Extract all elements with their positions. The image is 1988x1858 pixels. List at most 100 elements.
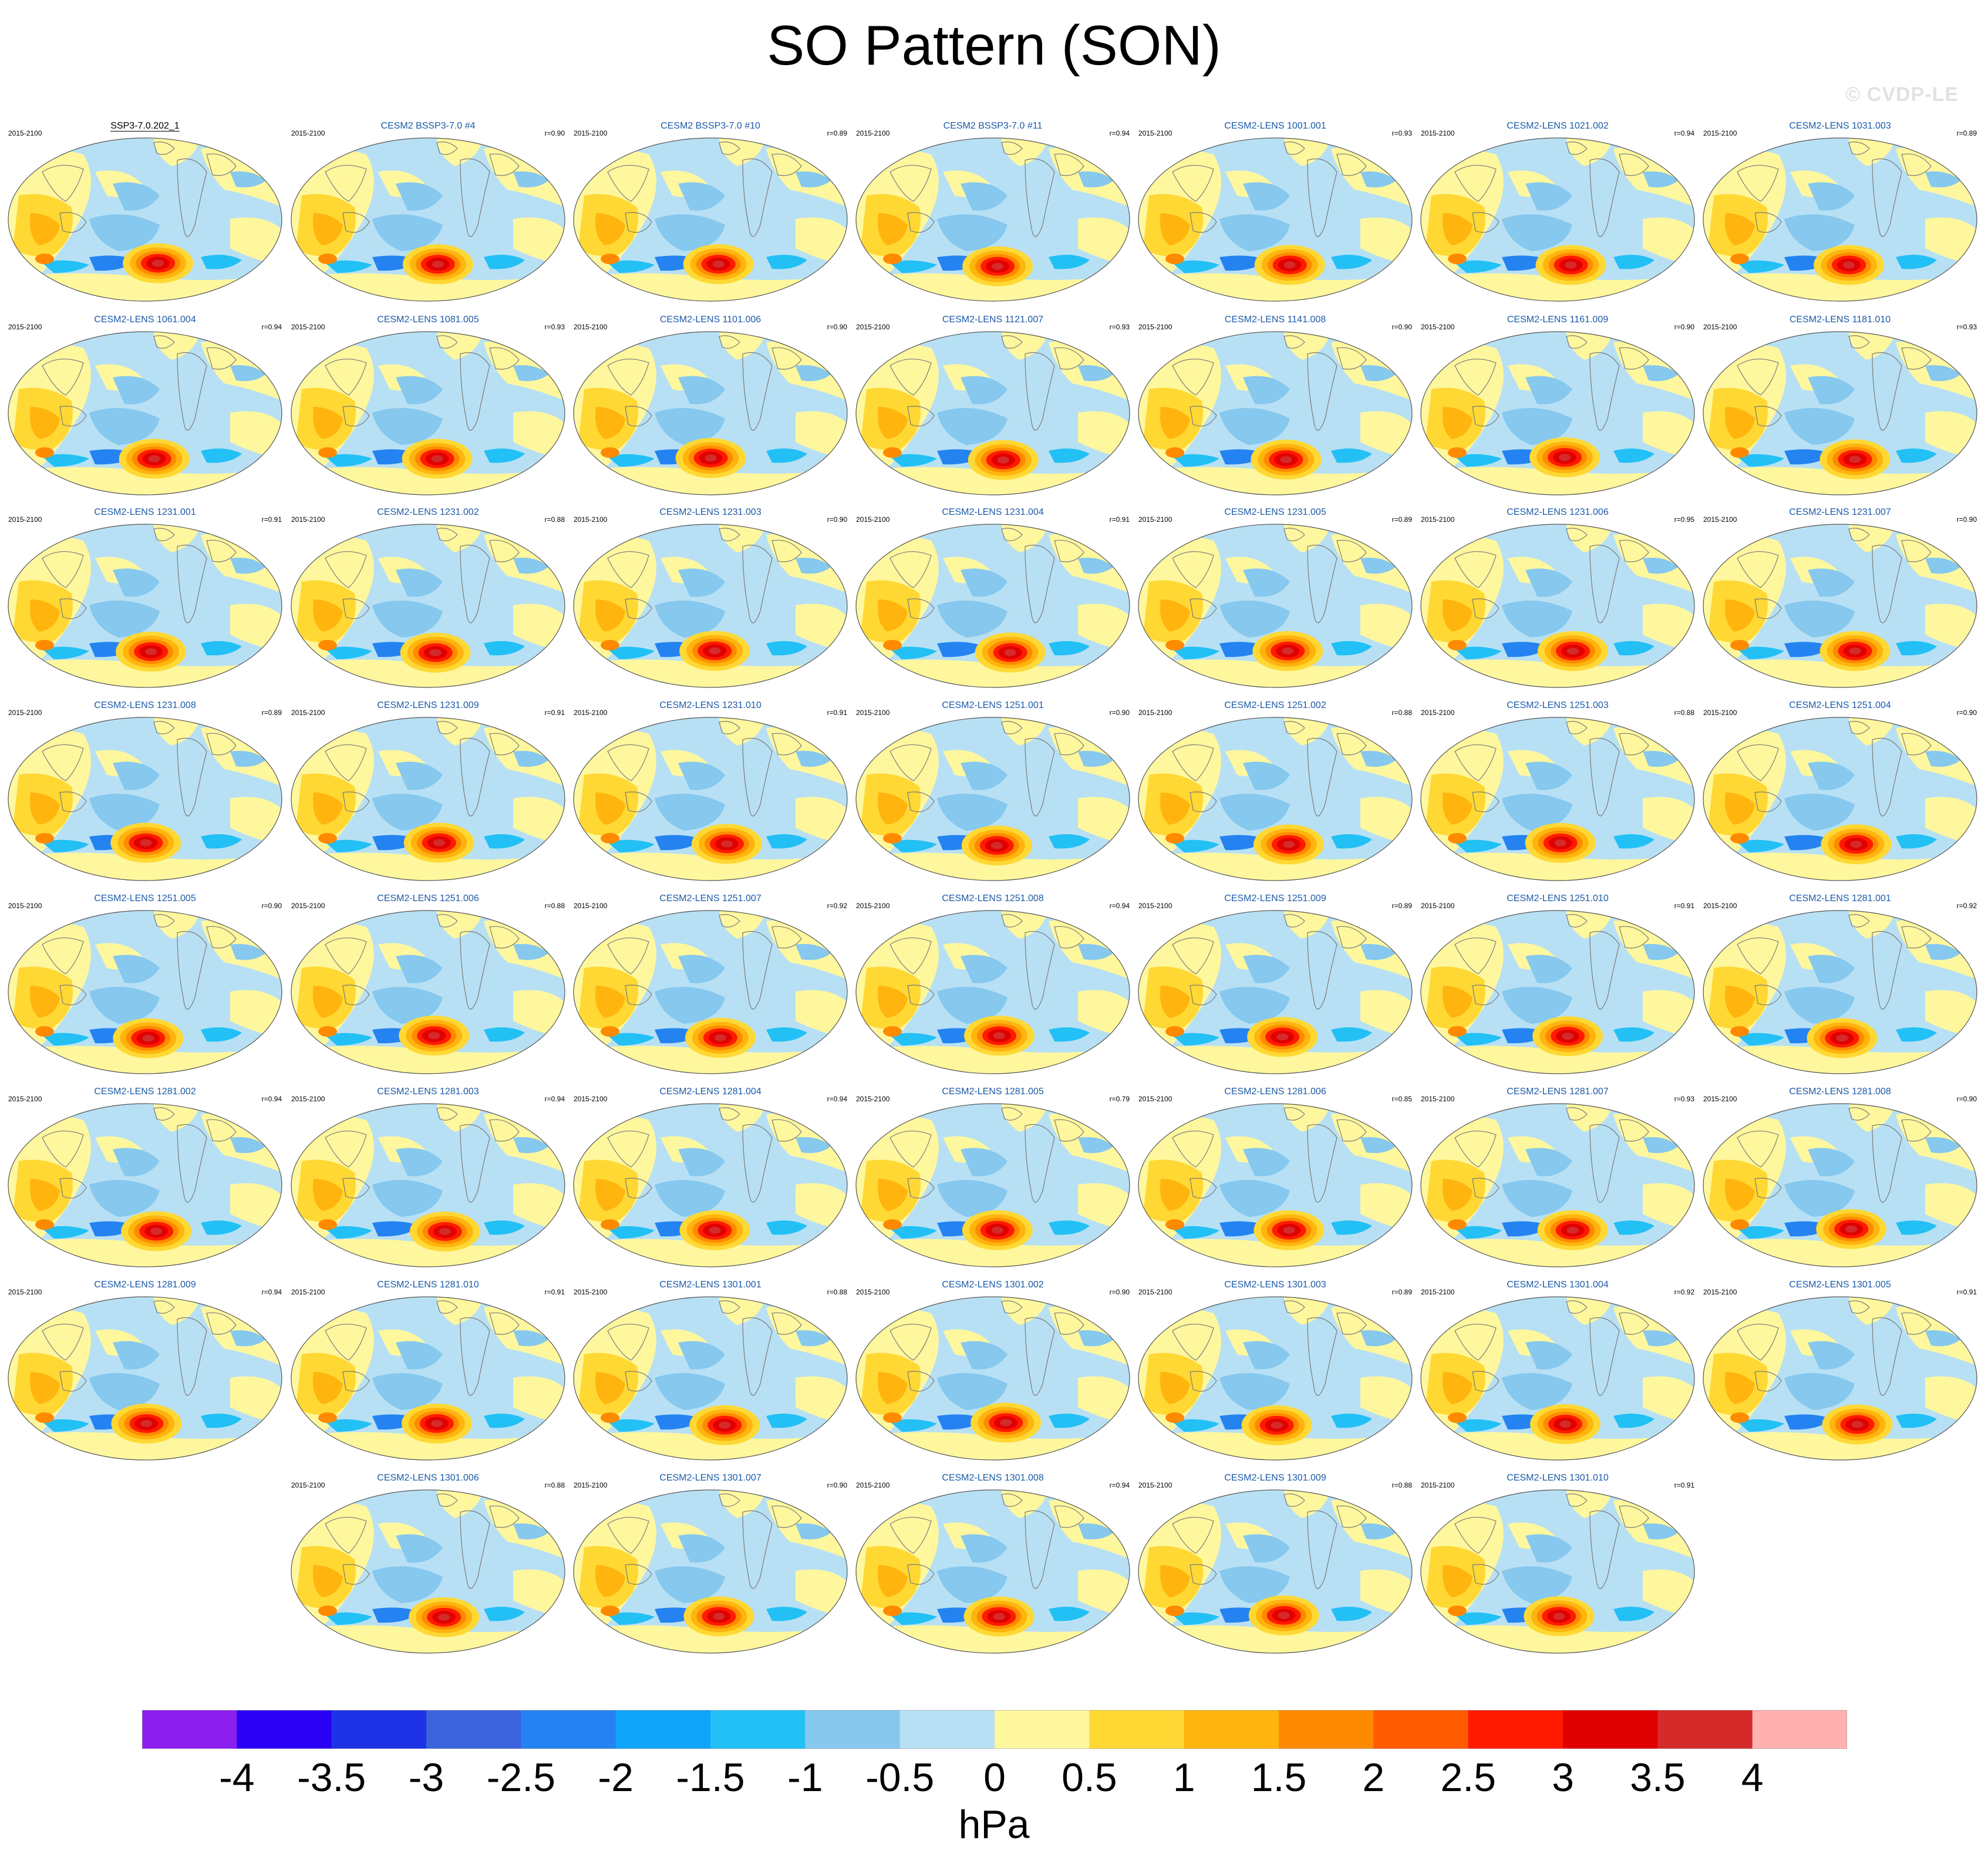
panel-title-text: CESM2-LENS 1301.007 xyxy=(659,1473,761,1483)
panel-period: 2015-2100 xyxy=(1138,709,1172,717)
panel-title: CESM2-LENS 1061.004 xyxy=(7,314,283,326)
panel-title: CESM2-LENS 1251.007 xyxy=(572,893,848,905)
map-panel: CESM2-LENS 1061.004 2015-2100 r=0.94 xyxy=(7,314,283,496)
globe-map xyxy=(573,1296,848,1461)
panel-title: CESM2-LENS 1301.009 xyxy=(1137,1472,1413,1484)
globe-map xyxy=(1703,524,1977,688)
panel-title-text: CESM2-LENS 1251.008 xyxy=(942,893,1044,903)
panel-correlation: r=0.88 xyxy=(544,1481,565,1489)
map-panel: CESM2-LENS 1301.008 2015-2100 r=0.94 xyxy=(855,1472,1131,1654)
panel-correlation: r=0.90 xyxy=(827,1481,847,1489)
panel-title: CESM2 BSSP3-7.0 #4 xyxy=(290,120,566,132)
panel-correlation: r=0.93 xyxy=(1674,1095,1694,1103)
panel-title: CESM2-LENS 1231.006 xyxy=(1420,507,1696,518)
map-panel: CESM2-LENS 1231.008 2015-2100 r=0.89 xyxy=(7,700,283,882)
panel-title-text: CESM2-LENS 1301.008 xyxy=(942,1473,1044,1483)
panel-period: 2015-2100 xyxy=(856,902,890,910)
panel-title-text: CESM2-LENS 1061.004 xyxy=(94,315,196,325)
panel-correlation: r=0.91 xyxy=(261,515,282,524)
colorbar-swatch xyxy=(1279,1710,1374,1749)
panel-correlation: r=0.90 xyxy=(1109,709,1130,717)
panel-title-text: CESM2-LENS 1121.007 xyxy=(942,315,1044,325)
panel-title: CESM2-LENS 1231.010 xyxy=(572,700,848,711)
map-panel: CESM2-LENS 1281.009 2015-2100 r=0.94 xyxy=(7,1279,283,1461)
colorbar-swatch xyxy=(805,1710,901,1749)
map-panel: CESM2-LENS 1301.005 2015-2100 r=0.91 xyxy=(1702,1279,1978,1461)
map-panel: CESM2-LENS 1281.008 2015-2100 r=0.90 xyxy=(1702,1086,1978,1268)
panel-title-text: CESM2-LENS 1251.005 xyxy=(94,893,196,903)
map-panel: CESM2-LENS 1301.002 2015-2100 r=0.90 xyxy=(855,1279,1131,1461)
panel-title-text: CESM2-LENS 1301.002 xyxy=(942,1280,1044,1290)
panel-title-text: CESM2-LENS 1231.004 xyxy=(942,507,1044,517)
colorbar-swatch xyxy=(1563,1710,1658,1749)
map-panel: CESM2 BSSP3-7.0 #10 2015-2100 r=0.89 xyxy=(572,120,848,302)
colorbar-ticks: -4 -3.5 -3 -2.5 -2 -1.5 -1 -0.5 0 0.5 1 1.5 2 2.5 3 3.5… xyxy=(0,1754,1988,1807)
colorbar-tick-label: -2 xyxy=(598,1755,634,1800)
map-panel: CESM2-LENS 1301.007 2015-2100 r=0.90 xyxy=(572,1472,848,1654)
panel-title-text: CESM2-LENS 1281.006 xyxy=(1224,1087,1326,1097)
colorbar-tick-label: 2.5 xyxy=(1440,1755,1496,1800)
panel-correlation: r=0.94 xyxy=(261,323,282,331)
panel-title-text: CESM2-LENS 1231.008 xyxy=(94,700,196,710)
globe-map xyxy=(1138,910,1413,1074)
panel-period: 2015-2100 xyxy=(1138,902,1172,910)
colorbar-tick-label: 2 xyxy=(1362,1755,1385,1800)
panel-period: 2015-2100 xyxy=(1703,1095,1737,1103)
panel-title: CESM2-LENS 1231.003 xyxy=(572,507,848,518)
globe-map xyxy=(1138,717,1413,881)
map-panel: CESM2-LENS 1231.006 2015-2100 r=0.95 xyxy=(1420,507,1696,689)
panel-correlation: r=0.94 xyxy=(1674,129,1694,137)
panel-title-text: CESM2-LENS 1231.007 xyxy=(1789,507,1891,517)
colorbar-tick-label: 0.5 xyxy=(1062,1755,1117,1800)
globe-map xyxy=(1703,910,1977,1074)
panel-correlation: r=0.89 xyxy=(1391,515,1412,524)
map-panel: CESM2-LENS 1121.007 2015-2100 r=0.93 xyxy=(855,314,1131,496)
map-panel: CESM2-LENS 1301.003 2015-2100 r=0.89 xyxy=(1137,1279,1413,1461)
panel-correlation: r=0.90 xyxy=(827,515,847,524)
map-panel: CESM2-LENS 1251.003 2015-2100 r=0.88 xyxy=(1420,700,1696,882)
panel-period: 2015-2100 xyxy=(8,902,42,910)
panel-period: 2015-2100 xyxy=(856,129,890,137)
panel-period: 2015-2100 xyxy=(291,129,325,137)
panel-title-text: CESM2-LENS 1301.001 xyxy=(659,1280,761,1290)
panel-title: CESM2-LENS 1081.005 xyxy=(290,314,566,326)
panel-period: 2015-2100 xyxy=(291,709,325,717)
map-panel: CESM2-LENS 1251.005 2015-2100 r=0.90 xyxy=(7,893,283,1075)
panel-title-text: CESM2-LENS 1281.001 xyxy=(1789,893,1891,903)
panel-title: CESM2-LENS 1251.002 xyxy=(1137,700,1413,711)
panel-title-text: CESM2-LENS 1251.003 xyxy=(1507,700,1609,710)
map-panel: CESM2-LENS 1251.008 2015-2100 r=0.94 xyxy=(855,893,1131,1075)
panel-correlation: r=0.93 xyxy=(1109,323,1130,331)
globe-map xyxy=(291,137,565,302)
panel-period: 2015-2100 xyxy=(1138,1288,1172,1296)
panel-period: 2015-2100 xyxy=(1703,1288,1737,1296)
panel-title-text: CESM2-LENS 1231.001 xyxy=(94,507,196,517)
panel-title: CESM2-LENS 1231.001 xyxy=(7,507,283,518)
panel-title: CESM2-LENS 1101.006 xyxy=(572,314,848,326)
map-panel: CESM2-LENS 1251.006 2015-2100 r=0.88 xyxy=(290,893,566,1075)
panel-correlation: r=0.88 xyxy=(544,902,565,910)
panel-title-text: CESM2 BSSP3-7.0 #10 xyxy=(661,121,760,131)
globe-map xyxy=(291,717,565,881)
globe-map xyxy=(1138,524,1413,688)
panel-correlation: r=0.93 xyxy=(1391,129,1412,137)
panel-title: CESM2-LENS 1281.004 xyxy=(572,1086,848,1098)
panel-title: CESM2 BSSP3-7.0 #11 xyxy=(855,120,1131,132)
panel-title-text: CESM2-LENS 1231.009 xyxy=(377,700,479,710)
panel-period: 2015-2100 xyxy=(856,323,890,331)
panel-title-text: CESM2-LENS 1251.007 xyxy=(659,893,761,903)
map-panel: CESM2-LENS 1251.007 2015-2100 r=0.92 xyxy=(572,893,848,1075)
panel-title: CESM2-LENS 1231.002 xyxy=(290,507,566,518)
panel-period: 2015-2100 xyxy=(856,1095,890,1103)
figure-title: SO Pattern (SON) xyxy=(767,14,1221,77)
globe-map xyxy=(1138,1296,1413,1461)
panel-correlation: r=0.92 xyxy=(1674,1288,1694,1296)
panel-title-text: CESM2-LENS 1281.004 xyxy=(659,1087,761,1097)
panel-title: CESM2-LENS 1281.002 xyxy=(7,1086,283,1098)
map-panel: CESM2-LENS 1281.002 2015-2100 r=0.94 xyxy=(7,1086,283,1268)
panel-correlation: r=0.95 xyxy=(1674,515,1694,524)
watermark: © CVDP-LE xyxy=(1845,83,1959,106)
globe-map xyxy=(1703,137,1977,302)
globe-map xyxy=(855,717,1130,881)
panel-title-text: CESM2-LENS 1251.010 xyxy=(1507,893,1609,903)
